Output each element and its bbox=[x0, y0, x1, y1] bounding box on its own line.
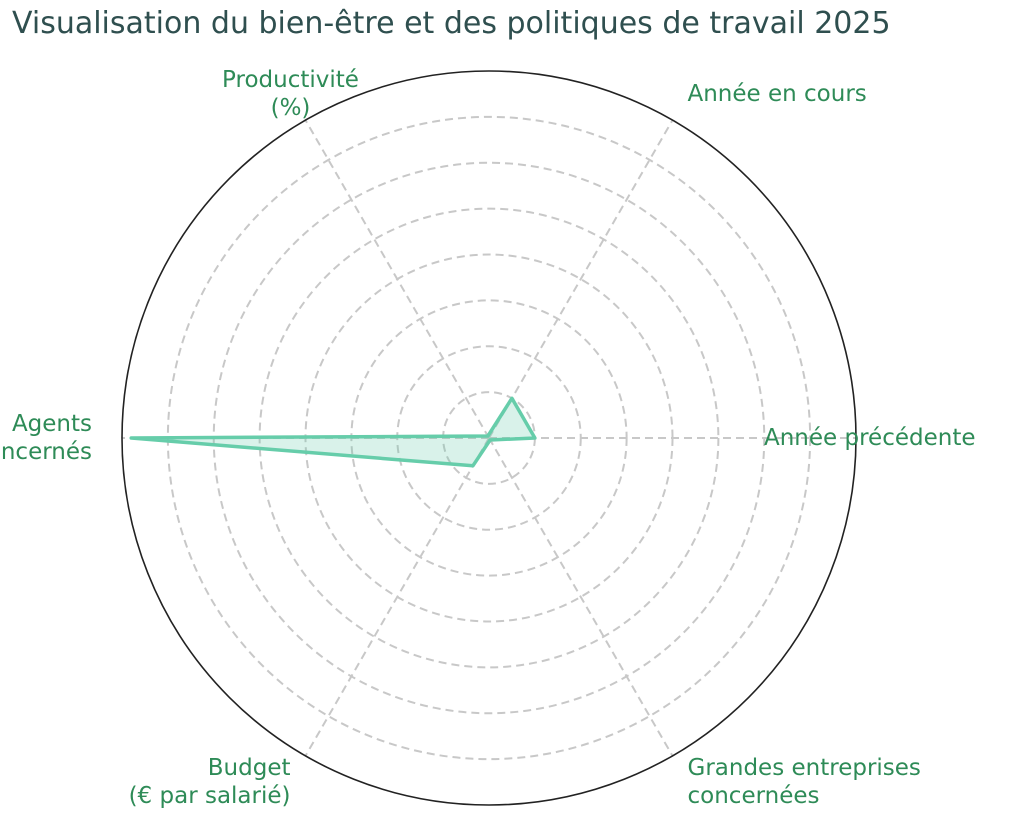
label-layer: Année précédente Année en cours Productivi… bbox=[0, 67, 976, 809]
axis-label: Productivité (%) bbox=[222, 67, 359, 121]
axis-spoke bbox=[304, 437, 490, 757]
axis-label-line: Agents bbox=[12, 411, 92, 437]
axis-label-line: Année précédente bbox=[764, 425, 976, 451]
axis-label: Année précédente bbox=[764, 425, 976, 451]
axis-label-line: concernées bbox=[688, 783, 820, 809]
chart-title: Visualisation du bien-être et des politi… bbox=[12, 6, 891, 41]
axis-label-line: Année en cours bbox=[688, 81, 867, 107]
axis-label: Grandes entreprises concernées bbox=[688, 755, 921, 809]
axis-label: Budget (€ par salarié) bbox=[129, 755, 291, 809]
axis-label-line: (€ par salarié) bbox=[129, 783, 291, 809]
axis-label: Agentsconcernés bbox=[0, 411, 92, 465]
axis-label-line: Productivité bbox=[222, 67, 359, 93]
axis-spoke bbox=[488, 119, 674, 439]
axis-label-line: concernés bbox=[0, 439, 92, 465]
series-layer bbox=[129, 396, 537, 468]
axis-spoke bbox=[488, 437, 674, 757]
frame-layer bbox=[121, 70, 857, 806]
axis-spoke bbox=[304, 119, 490, 439]
axis-label-line: Grandes entreprises bbox=[688, 755, 921, 781]
axis-label-line: (%) bbox=[271, 95, 311, 121]
outer-frame bbox=[121, 70, 857, 806]
axis-label-line: Budget bbox=[208, 755, 291, 781]
series-polygon bbox=[129, 396, 537, 468]
axis-label: Année en cours bbox=[688, 81, 867, 107]
